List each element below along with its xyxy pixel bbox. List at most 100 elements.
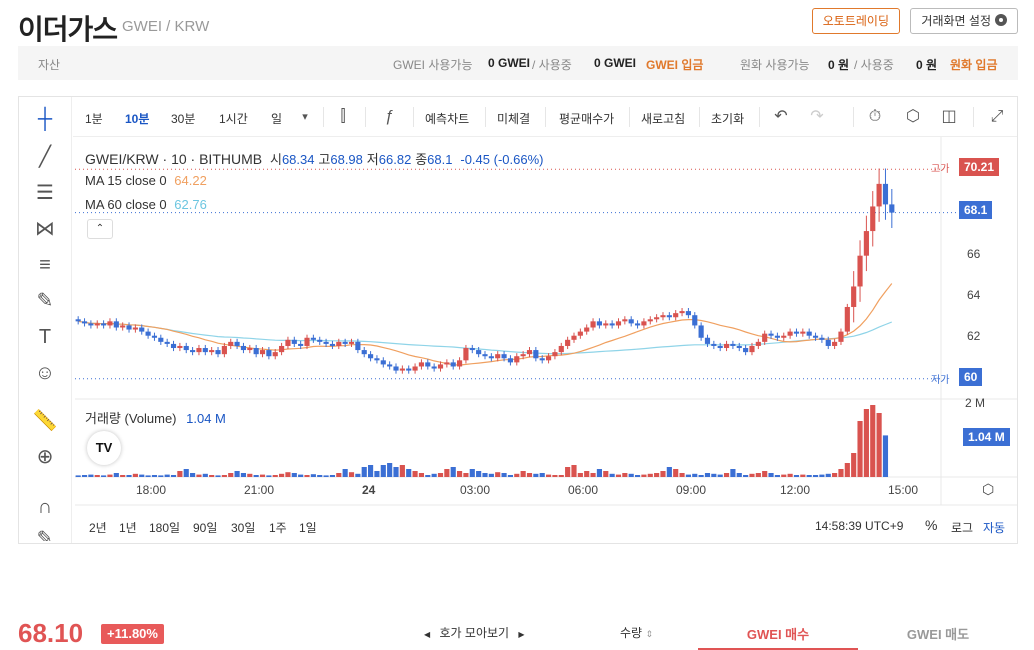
volume-value: 1.04 M <box>186 411 226 426</box>
ma15-label: MA 15 close 0 <box>85 173 167 188</box>
forecast-chart-button[interactable]: 예측차트 <box>425 112 470 126</box>
undo-icon[interactable]: ↶ <box>774 108 788 125</box>
redo-icon[interactable]: ↷ <box>810 108 824 125</box>
candle <box>285 339 291 346</box>
auto-toggle[interactable]: 자동 <box>983 521 1006 535</box>
candle <box>838 331 844 342</box>
fullscreen-icon[interactable]: ⤢ <box>990 108 1004 125</box>
candle <box>876 183 882 207</box>
reset-button[interactable]: 초기화 <box>711 112 745 126</box>
gwei-deposit-link[interactable]: GWEI 입금 <box>646 58 704 72</box>
interval-1m[interactable]: 1분 <box>85 112 103 126</box>
candle <box>825 339 831 346</box>
volume-bar <box>501 473 507 477</box>
ruler-icon[interactable]: 📏 <box>32 410 58 432</box>
axis-settings-icon[interactable]: ⬡ <box>982 481 995 497</box>
interval-10m[interactable]: 10분 <box>125 112 150 126</box>
candle <box>730 343 736 346</box>
trend-line-icon[interactable]: ╱ <box>38 146 52 168</box>
legend-open: 68.34 <box>281 152 315 167</box>
candle <box>520 354 526 357</box>
legend-collapse-button[interactable]: ⌃ <box>87 219 113 239</box>
fib-retracement-icon[interactable]: ≡ <box>39 254 51 276</box>
pattern-icon[interactable]: ⋈ <box>35 218 55 240</box>
range-1d[interactable]: 1일 <box>299 521 317 535</box>
volume-bar <box>526 473 533 477</box>
volume-bar <box>355 473 361 477</box>
candle <box>832 341 838 346</box>
volume-bar <box>342 469 348 477</box>
ma15-legend: MA 15 close 0 64.22 <box>85 173 207 188</box>
gwei-available-label: GWEI 사용가능 <box>393 58 473 72</box>
buy-tab[interactable]: GWEI 매수 <box>698 624 858 650</box>
candle <box>190 350 196 353</box>
candle-type-icon[interactable]: ⫿ <box>340 108 346 125</box>
volume-bar <box>406 469 412 477</box>
candle <box>539 358 545 361</box>
volume-bar <box>800 474 806 477</box>
volume-bar <box>749 473 755 477</box>
volume-bar <box>113 473 119 477</box>
chevron-down-icon[interactable]: ▾ <box>302 111 308 123</box>
candle <box>857 255 863 287</box>
volume-bar <box>437 473 444 477</box>
avg-buy-price-button[interactable]: 평균매수가 <box>559 112 615 126</box>
volume-bar <box>857 421 863 477</box>
price-chart[interactable] <box>19 97 1017 543</box>
volume-bar <box>876 413 882 477</box>
text-tool-icon[interactable]: T <box>38 326 52 348</box>
horizontal-lines-icon[interactable]: ☰ <box>36 182 54 204</box>
zoom-in-icon[interactable]: ⊕ <box>36 446 54 468</box>
volume-bar <box>202 473 208 477</box>
volume-bar <box>609 473 615 477</box>
asset-label: 자산 <box>38 58 61 72</box>
range-90d[interactable]: 90일 <box>193 521 218 535</box>
brush-icon[interactable]: ✎ <box>36 290 54 312</box>
candle <box>355 341 361 351</box>
volume-bar <box>787 473 793 477</box>
camera-icon[interactable]: ◫ <box>941 108 957 125</box>
refresh-button[interactable]: 새로고침 <box>641 112 686 126</box>
time-tick: 09:00 <box>676 483 707 497</box>
hexagon-settings-icon[interactable]: ⬡ <box>906 108 920 125</box>
crosshair-icon[interactable]: ┼ <box>37 108 53 130</box>
candle <box>209 350 215 353</box>
range-30d[interactable]: 30일 <box>231 521 256 535</box>
volume-bar <box>819 474 825 477</box>
percent-toggle[interactable]: % <box>925 517 938 533</box>
header: 이더가스 GWEI / KRW 오토트레이딩 거래화면 설정 <box>18 6 1018 45</box>
range-1w[interactable]: 1주 <box>269 521 287 535</box>
high-price-label: 70.21 <box>959 158 1000 176</box>
legend-open-label: 시 <box>269 152 282 167</box>
range-1y[interactable]: 1년 <box>119 521 137 535</box>
volume-bar <box>158 475 164 477</box>
change-badge: +11.80% <box>101 624 164 644</box>
pencil-icon[interactable]: ✎ <box>36 528 54 541</box>
unfilled-orders-button[interactable]: 미체결 <box>497 112 531 126</box>
auto-trading-button[interactable]: 오토트레이딩 <box>811 8 900 34</box>
candle <box>507 358 514 363</box>
sell-tab[interactable]: GWEI 매도 <box>906 627 970 642</box>
volume-bar <box>704 473 711 477</box>
range-2y[interactable]: 2년 <box>89 521 107 535</box>
magnet-icon[interactable]: ∩ <box>37 496 53 518</box>
log-toggle[interactable]: 로그 <box>951 521 974 535</box>
trade-settings-button[interactable]: 거래화면 설정 <box>910 8 1018 34</box>
interval-30m[interactable]: 30분 <box>171 112 196 126</box>
range-180d[interactable]: 180일 <box>149 521 181 535</box>
orderbook-toggle[interactable]: ◀ 호가 모아보기 ▶ <box>424 624 525 641</box>
alert-icon[interactable]: ⏱ <box>868 108 882 125</box>
candle <box>164 341 170 344</box>
quantity-sort[interactable]: 수량 ⇕ <box>620 624 653 641</box>
candle <box>634 323 641 326</box>
indicators-icon[interactable]: ƒ <box>384 108 394 125</box>
interval-day[interactable]: 일 <box>271 112 283 126</box>
emoji-icon[interactable]: ☺ <box>34 362 56 384</box>
candle <box>870 206 876 232</box>
pair-subtitle: GWEI / KRW <box>122 18 210 35</box>
volume-bar <box>456 471 463 477</box>
candle <box>94 323 100 326</box>
krw-deposit-link[interactable]: 원화 입금 <box>950 58 998 72</box>
interval-1h[interactable]: 1시간 <box>219 112 248 126</box>
candle <box>310 337 316 340</box>
